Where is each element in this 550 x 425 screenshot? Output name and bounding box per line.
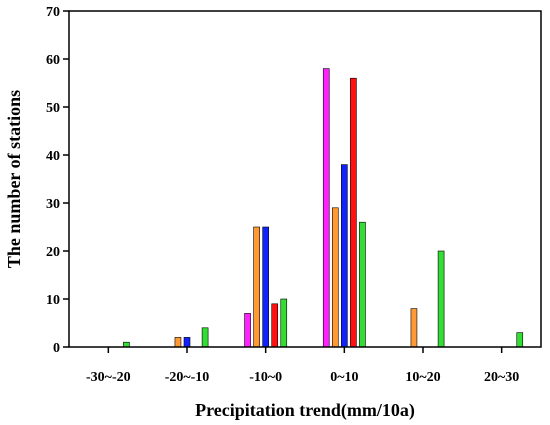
bar-series-2--10~0 [253,226,260,348]
y-tick-label: 10 [46,293,60,308]
bar-series-1-0~10 [322,68,330,348]
bar-series-1--10~0 [244,313,251,348]
axis-ticks [63,10,503,353]
y-tick-label: 50 [46,101,60,116]
x-tick-label: 20~30 [484,370,519,385]
bar-series-5-20~30 [516,332,524,348]
y-axis-title: The number of stations [4,90,24,268]
y-tick-label: 20 [46,245,60,260]
bar-series-2--20~-10 [174,337,182,348]
y-tick-label: 70 [46,5,60,20]
y-tick-labels: 0 10 20 30 40 50 60 70 [46,5,60,356]
bar-series-3--20~-10 [183,337,191,348]
bar-series-2-10~20 [410,308,418,348]
y-tick-label: 40 [46,149,60,164]
bar-series-4--10~0 [271,303,279,348]
x-tick-label: -20~-10 [165,370,210,385]
plot-frame [68,10,542,348]
x-tick-label: -10~0 [249,370,282,385]
bar-series-3--10~0 [262,226,269,348]
x-tick-label: 0~10 [330,370,358,385]
x-axis-title: Precipitation trend(mm/10a) [195,400,415,421]
y-tick-label: 30 [46,197,60,212]
y-tick-label: 60 [46,53,60,68]
x-tick-labels: -30~-20 -20~-10 -10~0 0~10 10~20 20~30 [86,370,519,385]
bars-group [123,68,524,348]
bar-series-4-0~10 [350,77,357,348]
bar-series-2-0~10 [331,207,339,348]
bar-series-5-0~10 [359,221,366,348]
bar-series-3-0~10 [341,164,348,348]
x-tick-label: -30~-20 [86,370,131,385]
bar-series-5-10~20 [437,250,445,348]
x-tick-label: 10~20 [405,370,440,385]
bar-series-5--20~-10 [201,327,209,348]
bar-series-5--10~0 [280,298,288,348]
y-tick-label: 0 [53,341,60,356]
